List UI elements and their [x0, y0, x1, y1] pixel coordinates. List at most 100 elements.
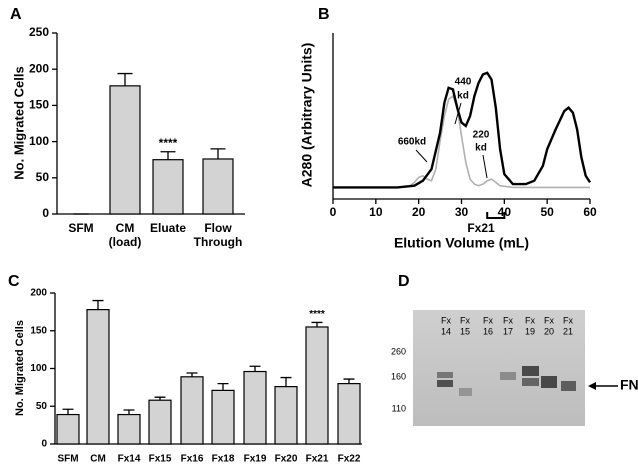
lane-label: 14	[441, 326, 451, 336]
marker-label: 110	[392, 403, 406, 413]
x-tick-label: 10	[369, 205, 383, 219]
error-bar	[343, 378, 355, 384]
error-bar	[217, 382, 229, 391]
significance: ****	[159, 136, 178, 150]
x-tick-label: 60	[583, 205, 597, 219]
x-tick-label: 0	[330, 205, 337, 219]
error-bar	[249, 365, 261, 372]
y-axis-label: No. Migrated Cells	[11, 66, 26, 179]
x-tick-label: CM	[116, 221, 135, 235]
x-tick-label: Fx14	[118, 454, 141, 465]
fraction-bracket	[486, 212, 506, 219]
annotation-arrow	[415, 149, 428, 163]
y-axis-label: A280 (Arbitrary Units)	[299, 43, 315, 188]
x-tick-label: Fx15	[149, 454, 172, 465]
x-tick-label: Flow	[204, 221, 232, 235]
y-tick-label: 250	[29, 25, 49, 39]
y-tick-label: 200	[29, 61, 49, 75]
bar	[180, 376, 204, 445]
bar	[86, 309, 110, 445]
x-tick-label: SFM	[57, 454, 78, 465]
error-bar	[160, 151, 176, 160]
x-tick-label: SFM	[68, 221, 93, 235]
lane-label: 16	[483, 326, 493, 336]
lane-label: Fx	[483, 315, 493, 325]
bar	[109, 85, 141, 215]
annotation: kd	[475, 143, 487, 154]
annotation: Fx21	[467, 221, 495, 235]
lane-label: Fx	[544, 315, 554, 325]
bar	[243, 370, 267, 445]
bar	[148, 399, 172, 445]
lane-label: 15	[460, 326, 470, 336]
y-tick-label: 0	[41, 439, 47, 450]
significance: ****	[309, 309, 325, 320]
annotation: 440	[455, 77, 472, 88]
error-bar	[92, 299, 104, 310]
x-tick-label: Fx20	[275, 454, 298, 465]
marker-label: 160	[391, 371, 406, 381]
x-tick-label: Fx22	[338, 454, 361, 465]
lane-label: Fx	[503, 315, 513, 325]
gel-image	[413, 310, 618, 426]
y-tick-label: 100	[30, 363, 47, 374]
panel-letter: D	[398, 273, 410, 290]
lane-label: Fx	[525, 315, 535, 325]
lane-label: Fx	[460, 315, 470, 325]
x-tick-label: Eluate	[150, 221, 186, 235]
lane-label: 21	[563, 326, 573, 336]
x-tick-label: Through	[194, 235, 243, 249]
error-bar	[154, 396, 166, 401]
bar	[152, 159, 184, 215]
y-tick-label: 50	[36, 170, 50, 184]
bar	[117, 413, 141, 445]
y-tick-label: 0	[42, 206, 49, 220]
annotation-arrow	[482, 154, 488, 179]
bar	[211, 389, 235, 445]
bar	[274, 386, 298, 445]
lane-label: 17	[503, 326, 513, 336]
lane-label: 19	[525, 326, 535, 336]
panel-letter: C	[8, 273, 20, 290]
lane-label: 20	[544, 326, 554, 336]
x-tick-label: Fx21	[306, 454, 329, 465]
bar	[337, 383, 361, 445]
marker-label: 260	[391, 346, 406, 356]
panel-letter: A	[10, 6, 22, 23]
y-tick-label: 200	[30, 288, 47, 299]
panel-letter: B	[318, 6, 330, 23]
bar	[305, 326, 329, 445]
y-tick-label: 100	[29, 134, 49, 148]
error-bar	[186, 372, 198, 377]
annotation: 660kd	[398, 137, 426, 148]
x-tick-label: Fx18	[212, 454, 235, 465]
y-tick-label: 150	[30, 325, 47, 336]
x-tick-label: Fx19	[244, 454, 267, 465]
y-tick-label: 150	[29, 98, 49, 112]
x-tick-label: (load)	[109, 235, 142, 249]
x-tick-label: 50	[540, 205, 554, 219]
x-tick-label: Fx16	[181, 454, 204, 465]
x-axis-label: Elution Volume (mL)	[394, 235, 529, 251]
error-bar	[311, 321, 323, 327]
error-bar	[280, 376, 292, 387]
error-bar	[210, 148, 226, 159]
error-bar	[62, 408, 74, 415]
error-bar	[123, 409, 135, 415]
y-axis-label: No. Migrated Cells	[14, 320, 26, 416]
bar	[202, 158, 234, 215]
lane-label: Fx	[441, 315, 451, 325]
annotation: kd	[457, 91, 469, 102]
band-label: FN	[620, 377, 638, 393]
x-tick-label: CM	[90, 454, 106, 465]
x-tick-label: 20	[412, 205, 426, 219]
line-series	[333, 71, 592, 189]
x-tick-label: 30	[455, 205, 469, 219]
annotation-arrow	[454, 102, 462, 125]
lane-label: Fx	[563, 315, 573, 325]
y-tick-label: 50	[36, 401, 48, 412]
annotation: 220	[473, 130, 490, 141]
error-bar	[117, 72, 133, 86]
